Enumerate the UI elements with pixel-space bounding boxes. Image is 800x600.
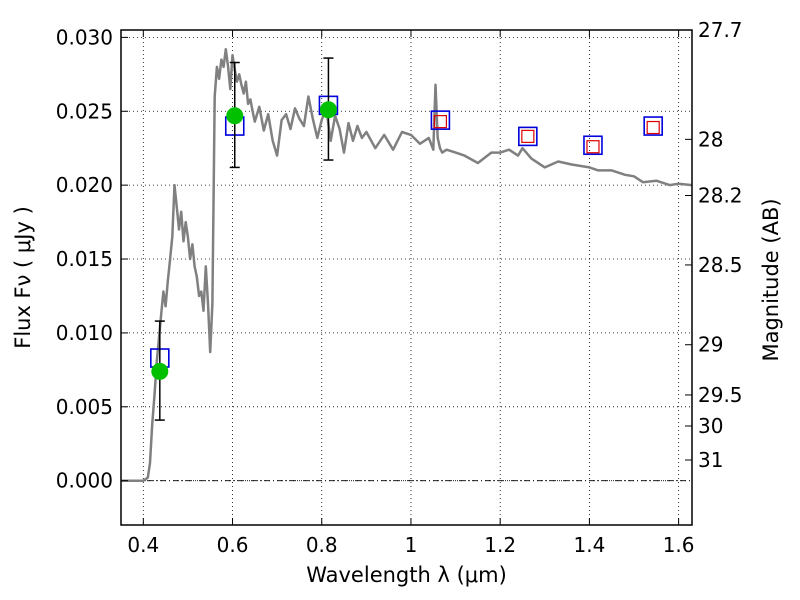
right-tick-label: 30 [698, 414, 723, 438]
y-tick-label: 0.000 [56, 469, 113, 493]
x-tick-label: 0.6 [217, 533, 249, 557]
y-tick-label: 0.025 [56, 99, 113, 123]
series-group [121, 47, 692, 482]
y-axis-label: Flux Fν ( μJy ) [11, 206, 35, 349]
ticks: 0.4 0.6 0.8 1 1.2 1.4 1.6 0.000 0.005 0.010 0.015 0… [56, 18, 743, 557]
model-photometry-square [430, 110, 451, 130]
right-tick-label: 28 [698, 127, 723, 151]
x-tick-label: 0.4 [127, 533, 159, 557]
right-tick-label: 27.7 [698, 18, 743, 42]
series-layer [121, 47, 692, 482]
observed-flux-point [226, 107, 244, 125]
x-tick-label: 1.2 [484, 533, 516, 557]
plot-frame [120, 29, 693, 526]
observed-flux-point [319, 101, 337, 119]
y-tick-label: 0.030 [56, 25, 113, 49]
predicted-flux-square [521, 129, 535, 143]
model-photometry-square [583, 135, 603, 156]
right-tick-label: 28.2 [698, 183, 743, 207]
right-axis-label: Magnitude (AB) [759, 198, 783, 361]
grid [121, 30, 692, 525]
observed-flux-point [151, 362, 169, 380]
x-tick-label: 1.6 [663, 533, 695, 557]
x-tick-label: 1 [405, 533, 418, 557]
x-tick-label: 1.4 [573, 533, 605, 557]
x-axis-label: Wavelength λ (μm) [306, 563, 507, 587]
y-tick-label: 0.005 [56, 395, 113, 419]
predicted-flux-square [586, 140, 600, 154]
predicted-flux-square [433, 115, 448, 129]
y-tick-label: 0.015 [56, 247, 113, 271]
model-spectrum-line [121, 47, 692, 482]
model-photometry-square [643, 116, 663, 136]
y-tick-label: 0.010 [56, 321, 113, 345]
right-tick-label: 28.5 [698, 253, 743, 277]
right-tick-label: 29.5 [698, 383, 743, 407]
y-tick-label: 0.020 [56, 173, 113, 197]
predicted-flux-square [646, 120, 660, 135]
right-tick-label: 29 [698, 333, 723, 357]
x-tick-label: 0.8 [306, 533, 338, 557]
model-photometry-square [518, 126, 538, 147]
right-tick-label: 31 [698, 448, 723, 472]
